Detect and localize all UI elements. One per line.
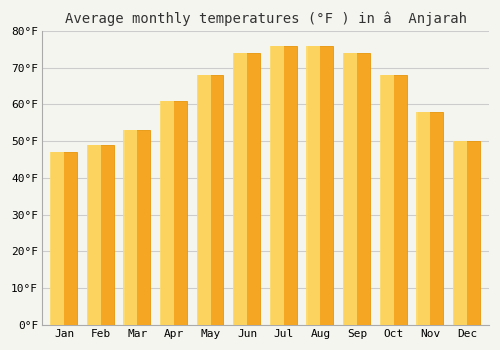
Bar xyxy=(160,101,174,325)
Bar xyxy=(416,112,430,325)
Bar xyxy=(124,130,138,325)
Title: Average monthly temperatures (°F ) in â  Anjarah: Average monthly temperatures (°F ) in â … xyxy=(64,11,466,26)
Bar xyxy=(344,53,370,325)
Bar xyxy=(124,130,150,325)
Bar xyxy=(234,53,260,325)
Bar xyxy=(196,75,210,325)
Bar xyxy=(233,53,248,325)
Bar xyxy=(88,145,114,325)
Bar xyxy=(52,152,77,325)
Bar xyxy=(162,101,187,325)
Bar xyxy=(270,46,284,325)
Bar xyxy=(453,141,467,325)
Bar xyxy=(454,141,479,325)
Bar xyxy=(343,53,357,325)
Bar xyxy=(306,46,320,325)
Bar xyxy=(271,46,296,325)
Bar xyxy=(87,145,101,325)
Bar xyxy=(418,112,443,325)
Bar xyxy=(381,75,406,325)
Bar xyxy=(380,75,394,325)
Bar xyxy=(50,152,64,325)
Bar xyxy=(198,75,224,325)
Bar xyxy=(308,46,334,325)
